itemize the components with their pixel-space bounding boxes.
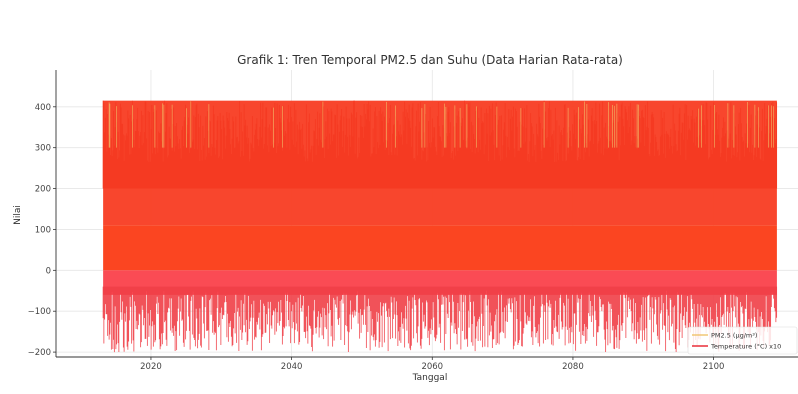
y-tick-label: 100 xyxy=(35,225,51,235)
x-tick-label: 2080 xyxy=(562,362,584,372)
series-lines xyxy=(102,100,778,353)
y-tick-label: 400 xyxy=(35,103,51,113)
chart-title: Grafik 1: Tren Temporal PM2.5 dan Suhu (… xyxy=(237,53,623,67)
legend-box xyxy=(687,326,798,355)
y-tick-label: 0 xyxy=(46,266,51,276)
legend-label: PM2.5 (µg/m³) xyxy=(711,331,757,339)
temperature-core-band xyxy=(103,225,777,271)
x-tick-label: 2060 xyxy=(421,362,443,372)
x-tick-label: 2040 xyxy=(281,362,303,372)
x-tick-label: 2020 xyxy=(140,362,162,372)
legend: PM2.5 (µg/m³) Temperature (°C) x10 xyxy=(687,326,798,355)
temperature-series-upper xyxy=(102,100,778,189)
tick-labels: −200 −100 0 100 200 300 400 2020 2040 2060 2080 210… xyxy=(28,103,725,372)
x-axis-label: Tanggal xyxy=(412,373,448,383)
axes xyxy=(53,70,798,360)
y-tick-label: 300 xyxy=(35,144,51,154)
pm25-series-line xyxy=(108,101,774,148)
y-tick-label: −200 xyxy=(28,348,51,358)
x-tick-label: 2100 xyxy=(703,362,725,372)
legend-label: Temperature (°C) x10 xyxy=(710,342,781,350)
y-tick-label: 200 xyxy=(35,185,51,195)
y-tick-label: −100 xyxy=(28,307,51,317)
data-bands xyxy=(103,100,777,295)
y-axis-label: Nilai xyxy=(13,205,23,225)
temperature-series-lower xyxy=(102,286,778,353)
